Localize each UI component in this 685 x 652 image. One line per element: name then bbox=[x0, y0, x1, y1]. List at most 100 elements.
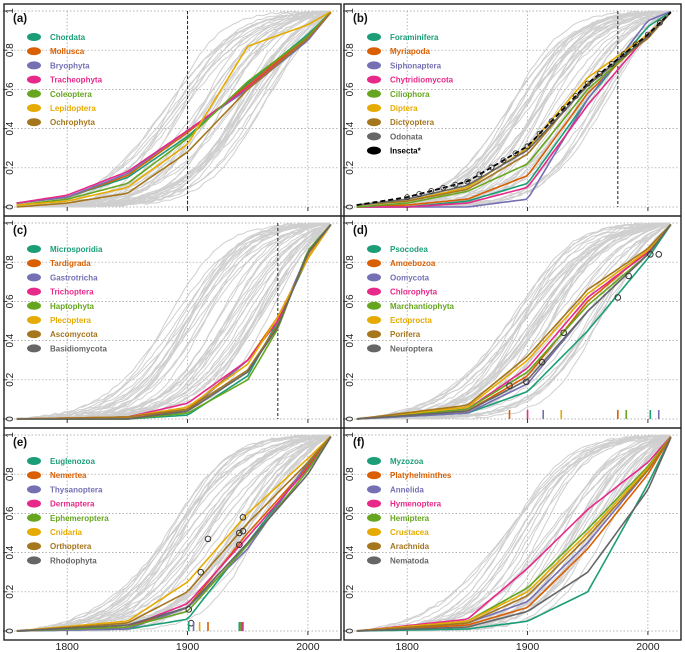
insecta-point bbox=[560, 105, 567, 112]
legend-entry: Chordata bbox=[50, 33, 86, 42]
cnidaria-icon bbox=[27, 528, 41, 536]
legend-entry: Insecta* bbox=[390, 147, 422, 156]
y-tick-label: 0 bbox=[345, 628, 356, 634]
event-marker bbox=[538, 358, 546, 366]
insecta-point bbox=[464, 178, 471, 185]
panel-label: (d) bbox=[353, 225, 368, 237]
event-marker bbox=[236, 541, 243, 549]
background-taxon-curve bbox=[16, 222, 330, 420]
insecta-point bbox=[512, 150, 519, 157]
lepidoptera-icon bbox=[27, 104, 41, 112]
y-tick-label: 0.2 bbox=[5, 584, 16, 598]
y-tick-label: 0.2 bbox=[5, 372, 16, 386]
y-tick-label: 0.2 bbox=[345, 372, 356, 386]
odonata-icon bbox=[367, 132, 381, 141]
legend-entry: Crustacea bbox=[390, 528, 429, 537]
insecta-point bbox=[608, 60, 615, 67]
event-marker bbox=[185, 606, 193, 613]
legend-entry: Hymenoptera bbox=[390, 500, 442, 509]
event-marker bbox=[614, 294, 622, 301]
event-marker bbox=[239, 527, 247, 535]
rhodophyta-icon bbox=[27, 556, 41, 565]
legend-entry: Ciliophora bbox=[390, 90, 430, 99]
nematoda-icon bbox=[367, 556, 381, 565]
legend-entry: Annelida bbox=[390, 485, 424, 494]
background-taxon-curve bbox=[16, 223, 330, 420]
euglenozoa-icon bbox=[27, 457, 41, 465]
background-taxon-curve bbox=[16, 435, 330, 632]
porifera-icon bbox=[367, 330, 381, 339]
panel-label: (e) bbox=[13, 437, 27, 449]
legend-entry: Basidiomycota bbox=[50, 344, 107, 353]
diptera-icon bbox=[367, 104, 381, 112]
thysanoptera-icon bbox=[27, 485, 41, 494]
gastrotricha-icon bbox=[27, 273, 41, 282]
background-taxon-curve bbox=[16, 434, 330, 632]
legend-entry: Bryophyta bbox=[50, 61, 90, 70]
insecta-point bbox=[500, 157, 507, 164]
panel-b: (b) Foraminifera Myriapoda Siphonaptera Chyt… bbox=[343, 8, 678, 211]
panel-d: (d) Psocodea Amoebozoa Oomycota Chlorophyta M… bbox=[343, 220, 678, 423]
legend-entry: Euglenozoa bbox=[50, 457, 95, 466]
panel-label: (c) bbox=[13, 225, 27, 237]
y-tick-label: 0.6 bbox=[345, 82, 356, 96]
legend-entry: Plecoptera bbox=[50, 316, 91, 325]
annelida-icon bbox=[367, 485, 381, 494]
insecta-point bbox=[584, 80, 591, 87]
x-tick-label: 1900 bbox=[176, 641, 200, 652]
background-taxon-curve bbox=[356, 11, 670, 208]
ciliophora-icon bbox=[367, 89, 381, 98]
legend-entry: Ascomycota bbox=[50, 330, 98, 339]
series-line-crustacea bbox=[356, 436, 672, 632]
legend-entry: Coleoptera bbox=[50, 90, 92, 99]
y-tick-label: 0.6 bbox=[5, 82, 16, 96]
series-line-ectoprocta bbox=[356, 223, 672, 420]
insecta-point bbox=[476, 171, 483, 178]
y-tick-label: 1 bbox=[345, 220, 356, 226]
foraminifera-icon bbox=[367, 33, 381, 41]
series-line-platyhelminthes bbox=[356, 436, 672, 632]
x-tick-label: 2000 bbox=[296, 641, 320, 652]
bryophyta-icon bbox=[27, 61, 41, 70]
insecta-point bbox=[440, 184, 447, 191]
insecta-point bbox=[572, 93, 579, 100]
x-tick-label: 2000 bbox=[636, 641, 660, 652]
event-marker bbox=[625, 272, 632, 280]
insecta-point bbox=[416, 191, 423, 198]
ephemeroptera-icon bbox=[27, 513, 41, 522]
series-line-cnidaria bbox=[16, 435, 332, 632]
insecta-point bbox=[548, 118, 555, 125]
legend-entry: Foraminifera bbox=[390, 33, 439, 42]
insecta-point bbox=[656, 19, 663, 26]
panel-e: (e) Euglenozoa Nemertea Thysanoptera Dermapt… bbox=[3, 432, 338, 652]
event-marker bbox=[655, 251, 663, 258]
microsporidia-icon bbox=[27, 245, 41, 253]
crustacea-icon bbox=[367, 528, 381, 536]
legend-entry: Neuroptera bbox=[390, 344, 433, 353]
y-tick-label: 1 bbox=[345, 432, 356, 438]
legend-entry: Hemiptera bbox=[390, 514, 430, 523]
legend-entry: Trichoptera bbox=[50, 288, 94, 297]
y-tick-label: 0.8 bbox=[5, 467, 16, 481]
dictyoptera-icon bbox=[367, 118, 381, 127]
legend-entry: Myriapoda bbox=[390, 47, 431, 56]
myzozoa-icon bbox=[367, 457, 381, 465]
plecoptera-icon bbox=[27, 316, 41, 324]
y-tick-label: 0.8 bbox=[5, 255, 16, 269]
insecta-point bbox=[488, 164, 495, 171]
legend-entry: Thysanoptera bbox=[50, 485, 103, 494]
arachnida-icon bbox=[367, 542, 381, 551]
series-line-chytridiomycota bbox=[356, 11, 672, 208]
y-tick-label: 0 bbox=[5, 416, 16, 422]
psocodea-icon bbox=[367, 245, 381, 253]
y-tick-label: 0.4 bbox=[5, 333, 16, 347]
background-taxon-curve bbox=[16, 10, 330, 208]
legend-entry: Odonata bbox=[390, 132, 423, 141]
series-line-ciliophora bbox=[356, 11, 672, 208]
background-taxon-curve bbox=[16, 10, 330, 208]
legend-entry: Amoebozoa bbox=[390, 259, 436, 268]
background-taxon-curve bbox=[16, 12, 330, 208]
legend-entry: Ephemeroptera bbox=[50, 514, 109, 523]
y-tick-label: 0.8 bbox=[345, 255, 356, 269]
event-marker bbox=[236, 529, 243, 537]
